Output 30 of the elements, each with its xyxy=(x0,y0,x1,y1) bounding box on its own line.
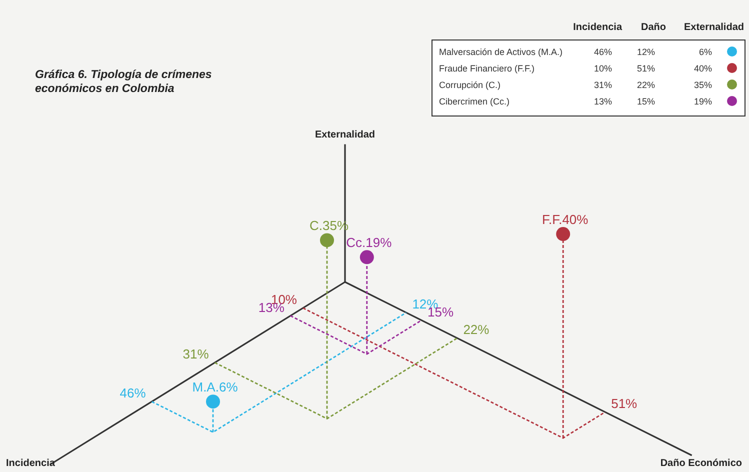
text: 31% xyxy=(182,346,209,362)
series-label: Incidencia xyxy=(573,22,622,33)
text: F.F.40% xyxy=(542,212,589,228)
data-label: 15% xyxy=(636,96,655,106)
category-label: Cibercrimen (Cc.) xyxy=(439,96,510,106)
text: Externalidad xyxy=(684,22,744,33)
data-label: 46% xyxy=(594,47,612,57)
data-label: 10% xyxy=(594,64,612,74)
category-label: Fraude Financiero (F.F.) xyxy=(439,64,535,74)
text: Gráfica 6. Tipología de crímenes económicos en Colombia xyxy=(35,69,212,95)
category-label: Malversación de Activos (M.A.) xyxy=(439,47,563,57)
data-label: 51% xyxy=(636,64,655,74)
text: M.A.6% xyxy=(192,380,238,395)
data-label: 31% xyxy=(594,80,612,90)
category-label: Corrupción (C.) xyxy=(439,80,501,90)
text: 22% xyxy=(463,322,490,338)
data-label: 19% xyxy=(694,96,712,106)
text: Externalidad xyxy=(314,129,376,140)
text: Daño Económico xyxy=(660,458,742,469)
data-label: 6% xyxy=(698,47,712,57)
data-label: 35% xyxy=(694,80,712,90)
data-label: 40% xyxy=(694,64,712,74)
text: Incidencia xyxy=(6,458,56,469)
text: 51% xyxy=(611,396,638,412)
data-label: 12% xyxy=(636,47,655,57)
text: Daño xyxy=(641,22,666,33)
text: Cc.19% xyxy=(346,235,392,250)
text: 46% xyxy=(120,386,146,401)
data-label: 22% xyxy=(636,80,655,90)
data-label: 13% xyxy=(594,96,612,106)
